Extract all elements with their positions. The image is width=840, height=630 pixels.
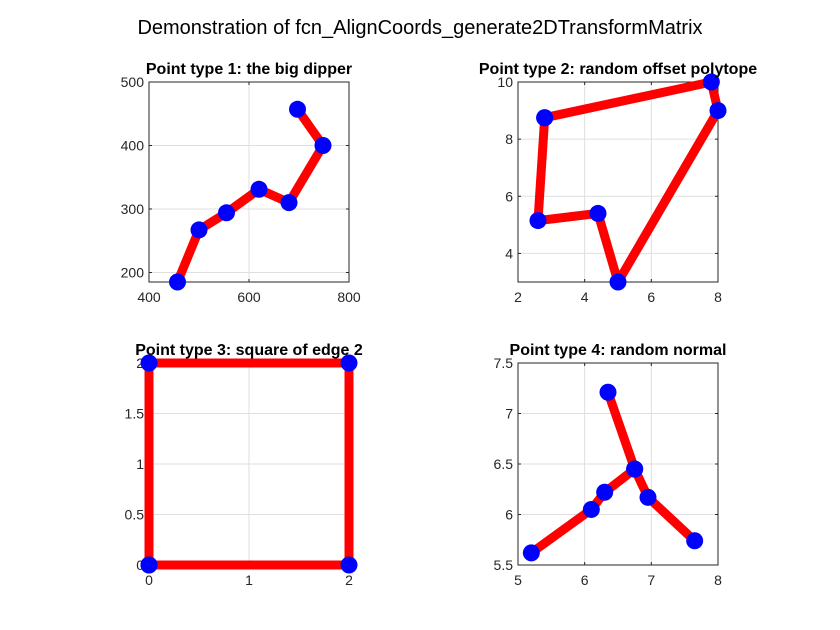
subplot-1-point-1 (190, 221, 208, 239)
subplot-2-point-1 (702, 73, 720, 91)
subplot-3-point-2 (340, 354, 358, 372)
subplot-2-series-line (533, 77, 723, 287)
subplot-1-point-2 (218, 204, 235, 222)
subplot-4-series-line (526, 387, 700, 558)
subplot-1-point-5 (314, 136, 332, 154)
subplot-2-point-5 (529, 212, 547, 230)
subplot-3-title: Point type 3: square of edge 2 (135, 342, 363, 359)
subplot-4-point-7 (686, 532, 704, 550)
subplot-2-xtick-label-3: 8 (714, 289, 722, 305)
subplot-1-title: Point type 1: the big dipper (146, 61, 352, 78)
figure-title: Demonstration of fcn_AlignCoords_generat… (137, 17, 702, 39)
subplot-2-xtick-label-0: 2 (514, 289, 522, 305)
subplot-1-point-6 (289, 100, 306, 118)
subplot-1-ytick-label-1: 300 (121, 201, 145, 217)
subplot-1-xtick-label-2: 800 (337, 289, 361, 305)
subplot-1-xtick-label-1: 600 (237, 289, 261, 305)
subplot-4-xtick-label-2: 7 (647, 572, 655, 588)
subplot-4-ytick-label-0: 5.5 (494, 557, 514, 573)
subplot-3-ytick-label-4: 2 (136, 355, 144, 371)
subplot-2-point-3 (609, 273, 627, 291)
subplot-4-point-1 (582, 500, 600, 518)
subplot-3-point-1 (340, 556, 358, 574)
subplot-2-point-2 (709, 102, 727, 120)
subplot-3-xtick-label-1: 1 (245, 572, 253, 588)
subplot-4-ytick-label-3: 7 (505, 406, 513, 422)
subplot-4-xtick-label-1: 6 (581, 572, 589, 588)
subplot-4-point-5 (626, 460, 644, 478)
subplot-1-series-line (173, 104, 328, 287)
subplot-1-point-3 (250, 180, 268, 198)
subplot-1-point-0 (169, 273, 186, 291)
subplot-4-point-6 (639, 488, 657, 506)
subplot-1-ytick-label-0: 200 (121, 264, 145, 280)
subplot-2-point-4 (589, 204, 607, 222)
subplot-2-ytick-label-3: 10 (497, 74, 513, 90)
subplot-3-xtick-label-2: 2 (345, 572, 353, 588)
subplot-3-point-3 (140, 354, 158, 372)
subplot-2-xtick-label-1: 4 (581, 289, 589, 305)
subplot-3-ytick-label-0: 0 (136, 557, 144, 573)
subplot-2-ytick-label-2: 8 (505, 131, 513, 147)
subplot-4-ytick-label-4: 7.5 (494, 355, 514, 371)
subplot-1-ytick-label-3: 500 (121, 74, 145, 90)
subplot-3-ytick-label-2: 1 (136, 456, 144, 472)
subplot-4-point-4 (599, 383, 617, 401)
subplot-4-xtick-label-3: 8 (714, 572, 722, 588)
subplot-4-ytick-label-1: 6 (505, 507, 513, 523)
subplot-4-title: Point type 4: random normal (510, 342, 727, 359)
subplot-1-xtick-label-0: 400 (137, 289, 161, 305)
subplot-3-ytick-label-1: 0.5 (125, 507, 145, 523)
subplot-2-point-6 (536, 109, 554, 127)
subplot-1-ytick-label-2: 400 (121, 137, 145, 153)
subplot-2-title: Point type 2: random offset polytope (479, 61, 757, 78)
subplot-4-point-2 (596, 483, 614, 501)
subplot-2-ytick-label-0: 4 (505, 245, 513, 261)
subplot-1-point-4 (280, 194, 298, 212)
subplot-2-xtick-label-2: 6 (647, 289, 655, 305)
subplot-3-xtick-label-0: 0 (145, 572, 153, 588)
subplot-4-point-0 (522, 544, 540, 562)
subplot-4-ytick-label-2: 6.5 (494, 456, 514, 472)
subplot-3-ytick-label-3: 1.5 (125, 406, 145, 422)
subplot-4-xtick-label-0: 5 (514, 572, 522, 588)
subplot-3-point-4 (140, 556, 158, 574)
subplot-2-ytick-label-1: 6 (505, 188, 513, 204)
